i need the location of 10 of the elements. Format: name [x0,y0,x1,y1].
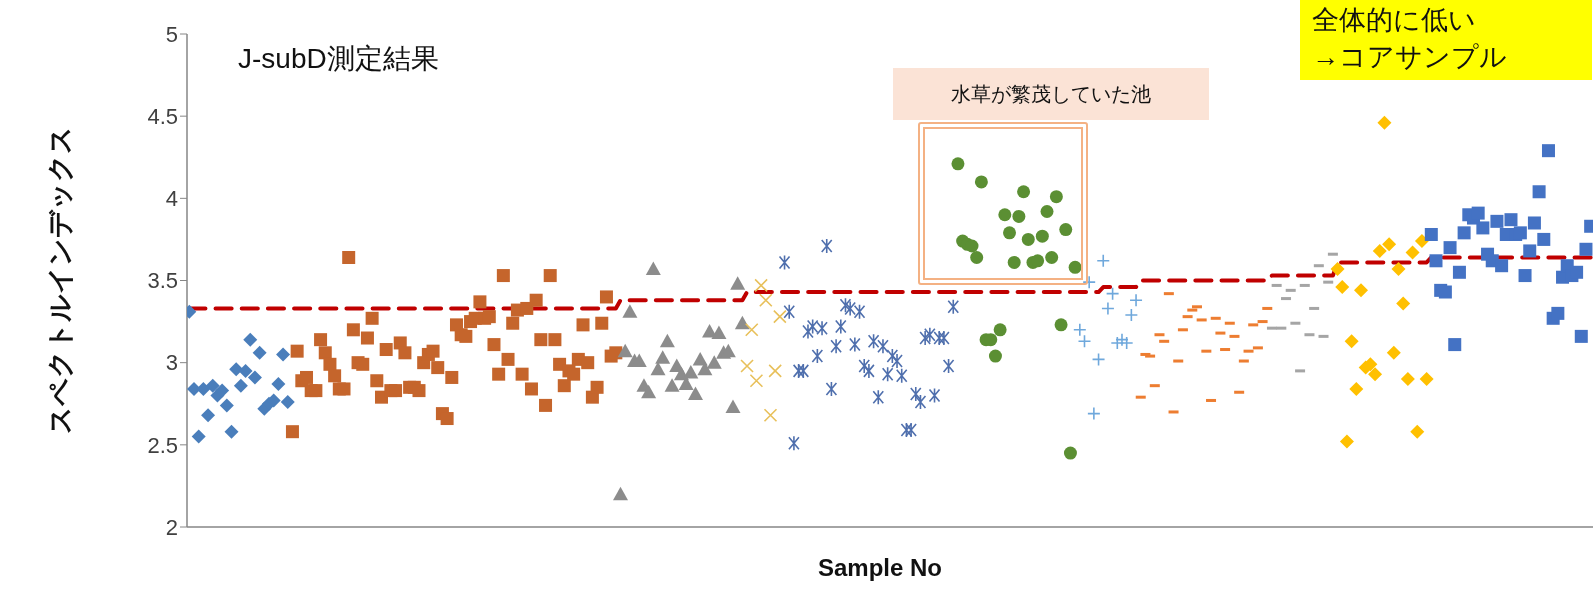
y-axis-title: スペクトルインデックス [44,126,76,434]
chart-title: J-subD測定結果 [238,42,439,76]
x-axis-title: Sample No [817,554,943,582]
y-tick-label: 4 [165,186,178,212]
y-tick-label: 4.5 [147,103,178,129]
y-tick-label: 5 [165,21,178,47]
y-tick-label: 3 [165,350,178,376]
y-tick-label: 2 [165,514,178,540]
y-tick-label: 2.5 [147,432,178,458]
y-tick-label: 3.5 [147,268,178,294]
